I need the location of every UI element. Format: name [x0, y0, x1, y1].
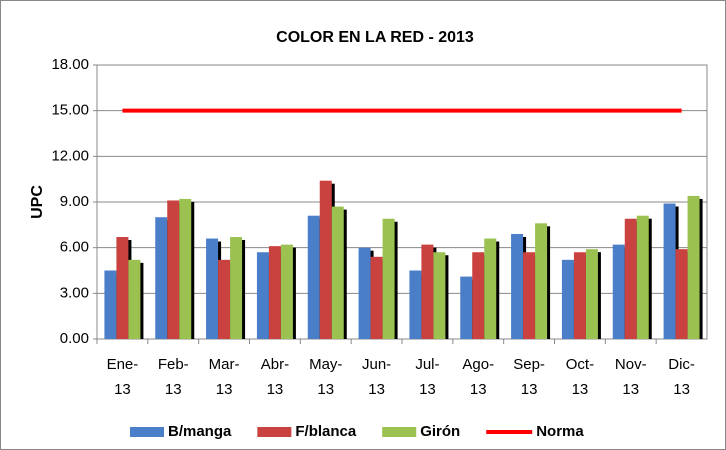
bar: [268, 246, 281, 339]
x-tick-label: Jun-13: [361, 356, 392, 398]
bar: [370, 256, 383, 339]
legend-label: Norma: [536, 423, 584, 440]
bar: [460, 276, 473, 339]
x-tick-label: Sep-13: [513, 356, 545, 398]
legend-label: B/manga: [168, 423, 232, 440]
bar: [675, 249, 688, 339]
y-tick-label: 3.00: [60, 284, 89, 301]
bar: [624, 218, 637, 339]
bar: [687, 195, 700, 339]
x-tick-label: Mar-13: [208, 356, 240, 398]
bar: [535, 223, 548, 339]
x-tick-label: Dic-13: [668, 356, 695, 398]
legend-swatch: [130, 427, 164, 437]
bar: [433, 252, 446, 339]
bar: [179, 198, 192, 339]
y-tick-label: 18.00: [51, 56, 89, 73]
bar: [280, 244, 293, 339]
bar: [104, 270, 117, 339]
legend-swatch: [382, 427, 417, 437]
bar: [116, 237, 129, 339]
bar: [319, 180, 332, 339]
legend-label: F/blanca: [295, 423, 357, 440]
x-tick-label: Feb-13: [157, 356, 189, 398]
bar: [472, 252, 485, 339]
x-tick-label: Oct-13: [565, 356, 595, 398]
y-tick-label: 6.00: [60, 239, 89, 256]
bar: [218, 259, 231, 339]
bar: [663, 203, 676, 339]
y-tick-label: 9.00: [60, 193, 89, 210]
bar: [636, 215, 649, 339]
y-tick-label: 12.00: [51, 147, 89, 164]
bar: [256, 252, 269, 339]
bar: [230, 237, 243, 339]
bar: [358, 247, 371, 339]
bar: [331, 206, 344, 339]
bar: [561, 259, 574, 339]
bar: [167, 200, 180, 339]
bar: [155, 217, 168, 339]
bar: [382, 218, 395, 339]
bar: [128, 259, 141, 339]
bar: [484, 238, 497, 339]
x-tick-label: Jul-13: [415, 356, 440, 398]
x-tick-label: May-13: [309, 356, 343, 398]
x-tick-label: Nov-13: [614, 356, 647, 398]
bar: [523, 252, 536, 339]
x-tick-label: Abr-13: [260, 356, 290, 398]
chart-title: COLOR EN LA RED - 2013: [276, 29, 474, 46]
y-tick-label: 0.00: [60, 330, 89, 347]
bar: [612, 244, 625, 339]
legend-swatch: [257, 427, 292, 437]
bar: [206, 238, 219, 339]
bar: [307, 215, 320, 339]
x-tick-label: Ago-13: [462, 356, 495, 398]
x-tick-label: Ene-13: [106, 356, 139, 398]
bar: [573, 252, 586, 339]
bar: [409, 270, 422, 339]
bar: [421, 244, 434, 339]
y-axis-label: UPC: [29, 185, 46, 219]
bar: [585, 249, 598, 339]
y-tick-label: 15.00: [51, 102, 89, 119]
legend-label: Girón: [420, 423, 460, 440]
bar: [511, 233, 524, 339]
